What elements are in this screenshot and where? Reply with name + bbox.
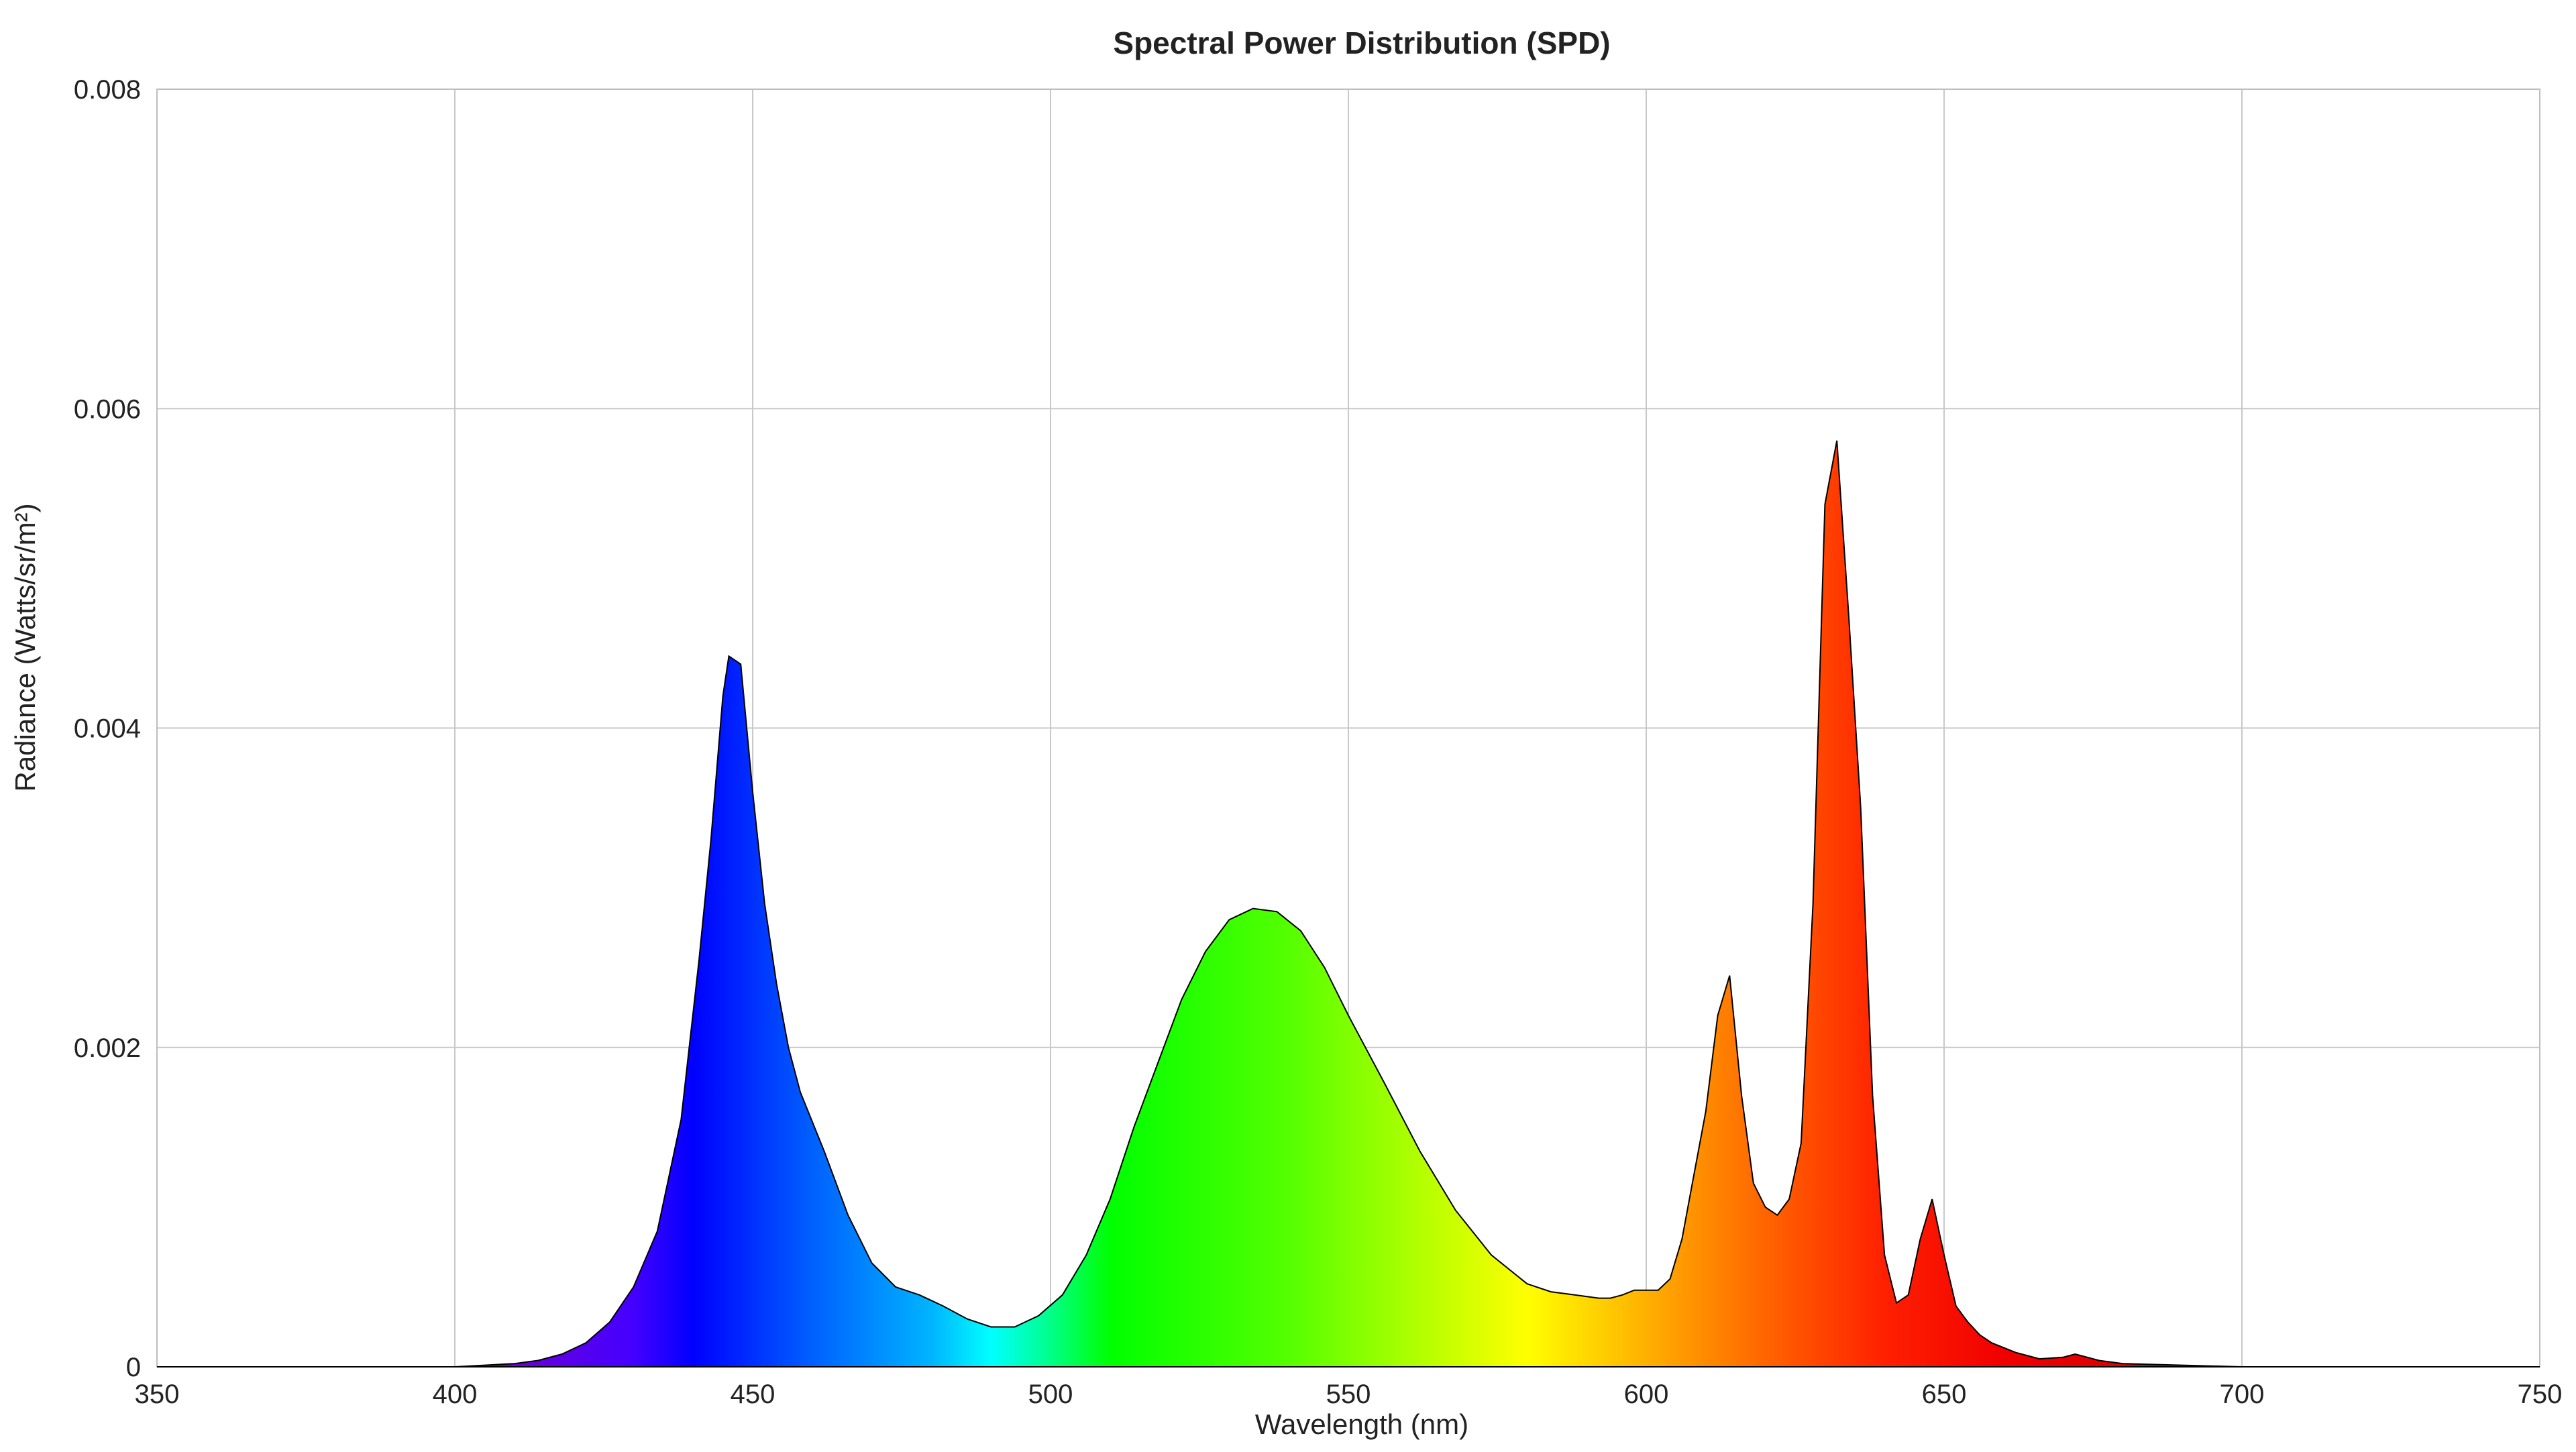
x-tick-label: 600 [1624,1380,1669,1409]
x-tick-label: 750 [2518,1380,2563,1409]
y-tick-label: 0.004 [74,714,141,744]
x-tick-label: 700 [2220,1380,2265,1409]
x-tick-label: 400 [433,1380,478,1409]
y-tick-label: 0 [126,1353,141,1382]
chart-title: Spectral Power Distribution (SPD) [1113,25,1610,60]
x-tick-label: 550 [1326,1380,1371,1409]
x-tick-label: 350 [135,1380,180,1409]
y-tick-label: 0.002 [74,1034,141,1063]
x-tick-label: 500 [1028,1380,1073,1409]
y-axis-ticks: 0 0.002 0.004 0.006 0.008 [74,75,141,1382]
x-axis-label: Wavelength (nm) [1255,1408,1468,1440]
y-axis-label: Radiance (Watts/sr/m²) [9,503,41,791]
spd-area [157,440,2540,1367]
x-tick-label: 650 [1922,1380,1967,1409]
y-tick-label: 0.006 [74,394,141,424]
y-tick-label: 0.008 [74,75,141,105]
x-axis-ticks: 350 400 450 500 550 600 650 700 750 [135,1380,2563,1409]
x-tick-label: 450 [731,1380,775,1409]
